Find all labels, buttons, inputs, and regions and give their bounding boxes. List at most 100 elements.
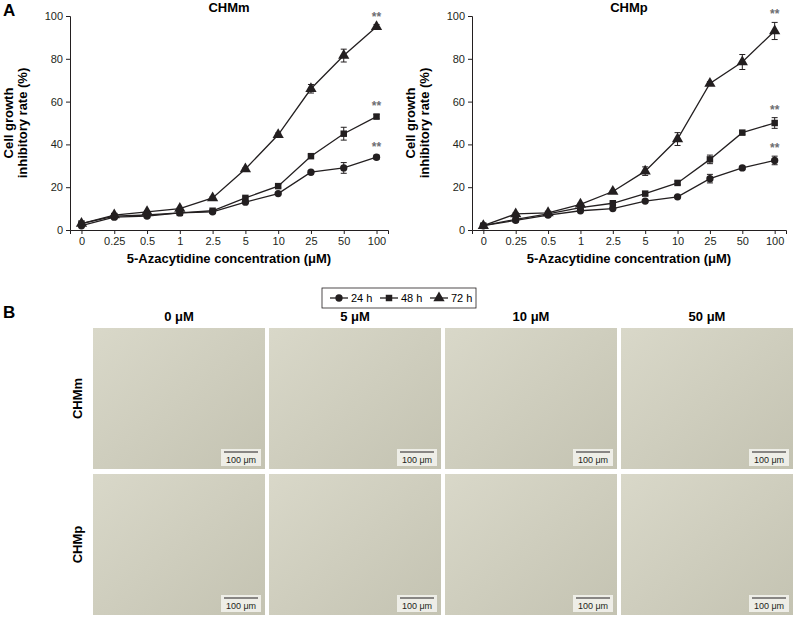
x-tick-label: 0.25 bbox=[104, 235, 125, 247]
x-tick-mark bbox=[678, 230, 679, 234]
y-tick-label: 100 bbox=[447, 10, 465, 22]
series-line bbox=[81, 27, 376, 224]
y-tick-mark bbox=[66, 16, 70, 17]
x-tick-mark bbox=[775, 230, 776, 234]
x-axis-line bbox=[71, 231, 389, 235]
marker bbox=[739, 164, 746, 171]
scale-bar-box bbox=[749, 449, 789, 466]
series: 48 h bbox=[78, 113, 380, 226]
y-tick-mark bbox=[66, 59, 70, 60]
marker bbox=[674, 193, 681, 200]
x-tick-label: 0.5 bbox=[140, 235, 155, 247]
marker bbox=[275, 183, 281, 189]
scale-bar bbox=[400, 598, 434, 599]
scale-bar bbox=[576, 452, 610, 453]
y-tick-mark bbox=[66, 102, 70, 103]
y-tick-mark bbox=[468, 102, 472, 103]
error-bar bbox=[707, 155, 713, 164]
micrograph: 100 μm bbox=[269, 474, 441, 615]
micrograph-image bbox=[269, 474, 441, 615]
x-tick-label: 50 bbox=[737, 235, 749, 247]
scale-bar-box bbox=[749, 595, 789, 612]
marker bbox=[305, 82, 316, 92]
x-tick: 5 bbox=[643, 230, 649, 247]
legend-marker bbox=[335, 294, 342, 301]
scale-bar-box bbox=[397, 449, 437, 466]
marker bbox=[769, 24, 780, 34]
panel-label: B bbox=[3, 303, 15, 322]
x-tick: 25 bbox=[305, 230, 317, 247]
y-tick-mark bbox=[468, 59, 472, 60]
error-cap bbox=[341, 162, 347, 163]
error-cap bbox=[642, 175, 648, 176]
scale-bar-label: 100 μm bbox=[226, 601, 256, 611]
scale-bar-label: 100 μm bbox=[578, 601, 608, 611]
error-bar bbox=[772, 118, 778, 129]
scale-bar-box bbox=[221, 449, 261, 466]
row-label: CHMm bbox=[70, 378, 85, 419]
y-tick-label: 0 bbox=[459, 224, 465, 236]
series: 24 h bbox=[78, 154, 380, 230]
marker bbox=[640, 165, 651, 175]
micrograph: 100 μm bbox=[621, 328, 793, 469]
column-label: 50 μM bbox=[689, 309, 726, 324]
legend-marker bbox=[433, 291, 444, 301]
x-tick-mark bbox=[311, 230, 312, 234]
marker bbox=[76, 217, 87, 227]
scale-bar-label: 100 μm bbox=[402, 601, 432, 611]
error-cap bbox=[772, 117, 778, 118]
x-tick-mark bbox=[580, 230, 581, 234]
error-cap bbox=[707, 182, 713, 183]
y-axis-title: Cell growthinhibitory rate (%) bbox=[1, 68, 30, 179]
y-tick: 40 bbox=[453, 138, 472, 150]
marker bbox=[373, 154, 380, 161]
x-tick: 5 bbox=[243, 230, 249, 247]
x-tick-mark bbox=[278, 230, 279, 234]
x-tick-label: 0.25 bbox=[505, 235, 526, 247]
marker bbox=[242, 195, 248, 201]
scale-bar-box bbox=[221, 595, 261, 612]
x-tick-label: 0.5 bbox=[541, 235, 556, 247]
x-axis-title: 5-Azacytidine concentration (μM) bbox=[527, 251, 731, 266]
y-axis-title-line: inhibitory rate (%) bbox=[417, 68, 432, 179]
scale-bar bbox=[752, 598, 786, 599]
marker bbox=[240, 163, 251, 173]
annotation: ** bbox=[770, 7, 780, 21]
y-tick-mark bbox=[468, 16, 472, 17]
scale-bar-box bbox=[573, 449, 613, 466]
error-cap bbox=[341, 140, 347, 141]
y-tick: 60 bbox=[51, 96, 70, 108]
x-tick-label: 0 bbox=[79, 235, 85, 247]
marker bbox=[275, 190, 282, 197]
x-tick-label: 0 bbox=[481, 235, 487, 247]
x-tick-mark bbox=[710, 230, 711, 234]
error-cap bbox=[772, 164, 778, 165]
x-tick: 2.5 bbox=[606, 230, 621, 247]
legend-label: 24 h bbox=[351, 292, 372, 304]
x-tick-mark bbox=[245, 230, 246, 234]
x-tick-mark bbox=[548, 230, 549, 234]
plot-area: 24 h48 h72 h bbox=[478, 22, 781, 229]
x-tick-label: 2.5 bbox=[606, 235, 621, 247]
error-bar bbox=[341, 163, 347, 174]
x-tick: 1 bbox=[578, 230, 584, 247]
marker bbox=[575, 198, 586, 208]
marker bbox=[707, 156, 713, 162]
series-line bbox=[81, 117, 376, 224]
marker bbox=[478, 219, 489, 229]
scale-bar bbox=[224, 598, 258, 599]
micrograph-image bbox=[269, 328, 441, 469]
y-axis: 020406080100 bbox=[45, 10, 71, 236]
series: 72 h bbox=[76, 20, 382, 227]
chart: CHMp02040608010000.250.512.551025501005-… bbox=[403, 0, 787, 266]
x-tick-label: 2.5 bbox=[205, 235, 220, 247]
series: 72 h bbox=[478, 22, 781, 229]
x-tick: 100 bbox=[766, 230, 784, 247]
x-tick-mark bbox=[213, 230, 214, 234]
y-tick: 40 bbox=[51, 138, 70, 150]
x-tick-label: 100 bbox=[368, 235, 386, 247]
series-line bbox=[483, 123, 774, 226]
marker bbox=[340, 164, 347, 171]
y-tick: 20 bbox=[51, 181, 70, 193]
y-tick-mark bbox=[66, 144, 70, 145]
